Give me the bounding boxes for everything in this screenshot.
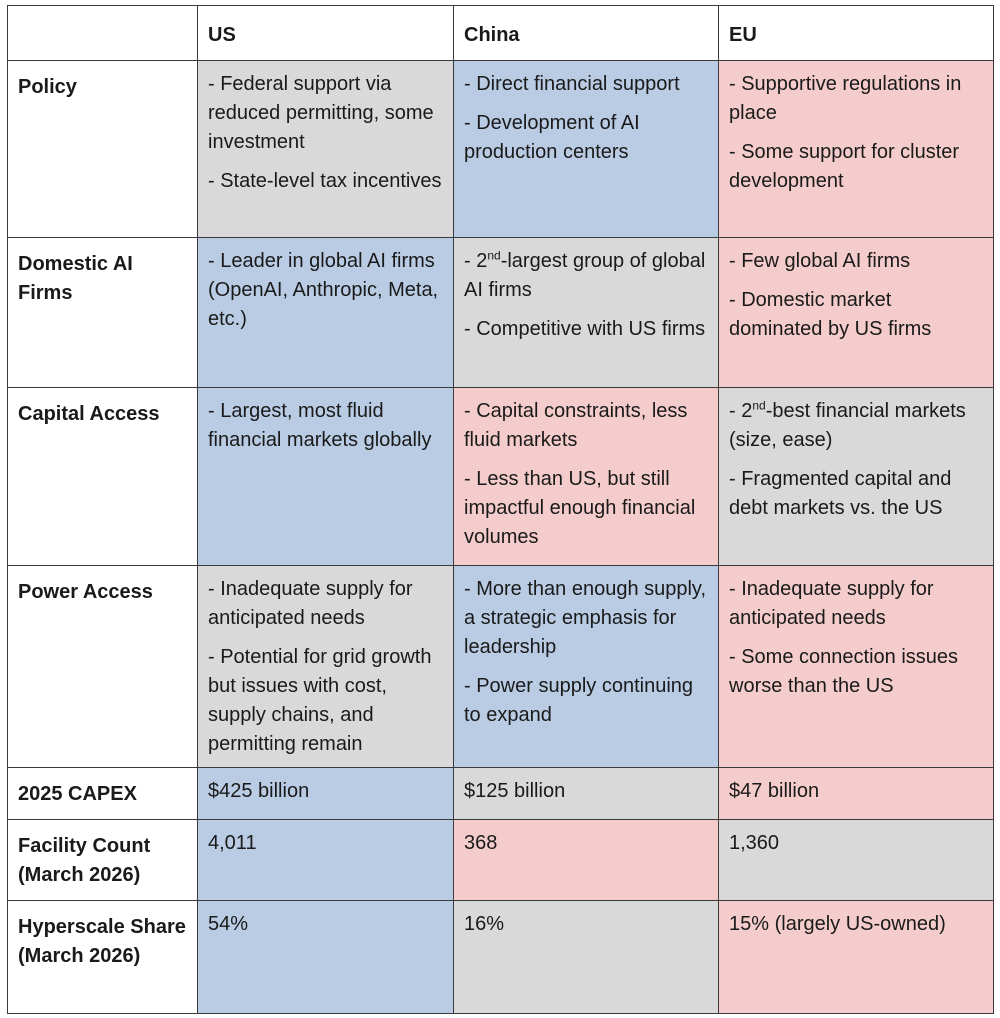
header-row: US China EU xyxy=(7,5,994,61)
cell-text-part: -best financial markets (size, ease) xyxy=(729,400,966,451)
row-label: Policy xyxy=(7,60,198,238)
cell-text: - Few global AI firms xyxy=(729,250,911,272)
cell-text: - 2nd-largest group of global AI firms xyxy=(464,247,708,305)
cell-text: - More than enough supply, a strategic e… xyxy=(464,578,707,658)
cell-china: - Direct financial support - Development … xyxy=(453,60,719,238)
cell-text: - Competitive with US firms xyxy=(464,318,706,340)
cell-text: $47 billion xyxy=(729,780,820,802)
table-row: 2025 CAPEX $425 billion $125 billion $47 bi… xyxy=(7,767,994,820)
cell-text: - Power supply continuing to expand xyxy=(464,675,694,726)
cell-text: - Inadequate supply for anticipated need… xyxy=(208,578,413,629)
row-label: Domestic AI Firms xyxy=(7,237,198,388)
cell-text: - Largest, most fluid financial markets … xyxy=(208,400,432,451)
cell-us: - Federal support via reduced permitting… xyxy=(197,60,454,238)
cell-eu: - Supportive regulations in place - Some … xyxy=(718,60,994,238)
cell-text-part: - 2 xyxy=(729,400,753,422)
cell-eu: - Few global AI firms - Domestic market d… xyxy=(718,237,994,388)
table-body: Policy - Federal support via reduced perm… xyxy=(7,60,994,1014)
cell-text: 16% xyxy=(464,913,505,935)
cell-text: - Federal support via reduced permitting… xyxy=(208,73,434,153)
header-corner xyxy=(7,5,198,61)
row-label: 2025 CAPEX xyxy=(7,767,198,820)
cell-text: - Less than US, but still impactful enou… xyxy=(464,468,696,548)
cell-us: - Inadequate supply for anticipated need… xyxy=(197,565,454,768)
cell-text: 368 xyxy=(464,832,498,854)
table-row: Policy - Federal support via reduced perm… xyxy=(7,60,994,238)
header-us: US xyxy=(197,5,454,61)
cell-china: - 2nd-largest group of global AI firms - … xyxy=(453,237,719,388)
cell-us: - Leader in global AI firms (OpenAI, Ant… xyxy=(197,237,454,388)
cell-text: 15% (largely US-owned) xyxy=(729,913,946,935)
cell-eu: - Inadequate supply for anticipated need… xyxy=(718,565,994,768)
cell-us: 54% xyxy=(197,900,454,1014)
cell-text: - Potential for grid growth but issues w… xyxy=(208,646,432,755)
cell-text-part: - 2 xyxy=(464,250,488,272)
cell-text: 54% xyxy=(208,913,249,935)
cell-text: - Development of AI production centers xyxy=(464,112,640,163)
row-label: Capital Access xyxy=(7,387,198,566)
cell-us: - Largest, most fluid financial markets … xyxy=(197,387,454,566)
header-china: China xyxy=(453,5,719,61)
cell-china: - More than enough supply, a strategic e… xyxy=(453,565,719,768)
cell-us: 4,011 xyxy=(197,819,454,901)
cell-china: $125 billion xyxy=(453,767,719,820)
ordinal-superscript: nd xyxy=(752,398,766,413)
cell-eu: $47 billion xyxy=(718,767,994,820)
cell-text: - Inadequate supply for anticipated need… xyxy=(729,578,934,629)
row-label: Facility Count (March 2026) xyxy=(7,819,198,901)
cell-eu: 15% (largely US-owned) xyxy=(718,900,994,1014)
table-row: Domestic AI Firms - Leader in global AI f… xyxy=(7,237,994,388)
cell-text: - State-level tax incentives xyxy=(208,170,442,192)
cell-text: - Some support for cluster development xyxy=(729,141,960,192)
cell-text: - Direct financial support xyxy=(464,73,680,95)
table-row: Power Access - Inadequate supply for anti… xyxy=(7,565,994,768)
cell-text: 4,011 xyxy=(208,832,257,854)
cell-china: - Capital constraints, less fluid market… xyxy=(453,387,719,566)
row-label: Hyperscale Share (March 2026) xyxy=(7,900,198,1014)
table-row: Capital Access - Largest, most fluid fina… xyxy=(7,387,994,566)
cell-us: $425 billion xyxy=(197,767,454,820)
cell-eu: 1,360 xyxy=(718,819,994,901)
cell-text: - Fragmented capital and debt markets vs… xyxy=(729,468,952,519)
cell-china: 368 xyxy=(453,819,719,901)
cell-china: 16% xyxy=(453,900,719,1014)
row-label: Power Access xyxy=(7,565,198,768)
cell-text: $425 billion xyxy=(208,780,310,802)
cell-text: - Some connection issues worse than the … xyxy=(729,646,959,697)
header-eu: EU xyxy=(718,5,994,61)
cell-text: - Leader in global AI firms (OpenAI, Ant… xyxy=(208,250,439,330)
cell-eu: - 2nd-best financial markets (size, ease… xyxy=(718,387,994,566)
cell-text: - Domestic market dominated by US firms xyxy=(729,289,932,340)
table-row: Facility Count (March 2026) 4,011 368 1,360 xyxy=(7,819,994,901)
cell-text: - Supportive regulations in place xyxy=(729,73,962,124)
comparison-table: US China EU Policy - Federal support via … xyxy=(7,5,994,1014)
cell-text: - 2nd-best financial markets (size, ease… xyxy=(729,397,983,455)
cell-text: 1,360 xyxy=(729,832,780,854)
cell-text: - Capital constraints, less fluid market… xyxy=(464,400,688,451)
cell-text: $125 billion xyxy=(464,780,566,802)
ordinal-superscript: nd xyxy=(487,248,501,263)
cell-text-part: -largest group of global AI firms xyxy=(464,250,706,301)
table-row: Hyperscale Share (March 2026) 54% 16% 15% (… xyxy=(7,900,994,1014)
